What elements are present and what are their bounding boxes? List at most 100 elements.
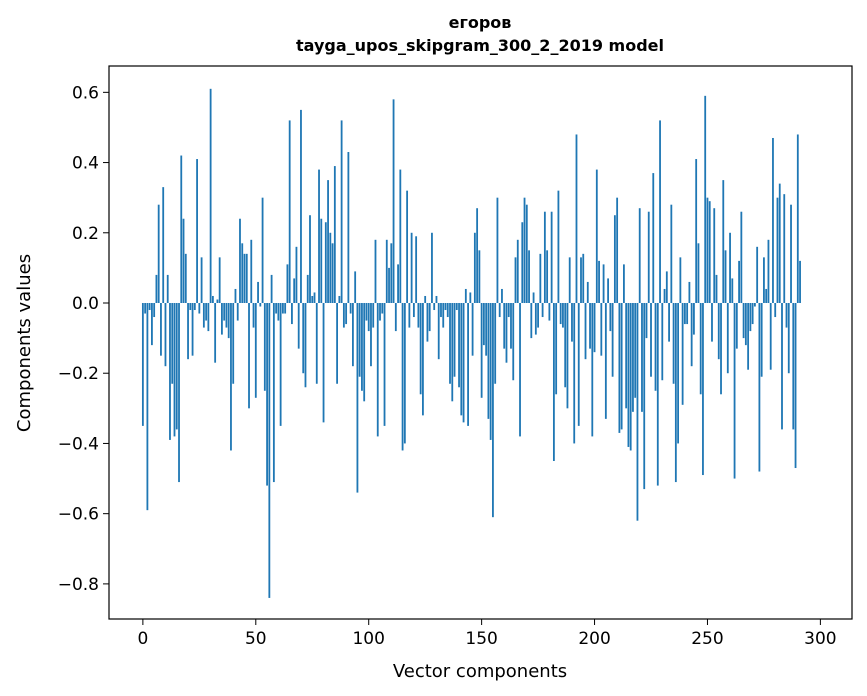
- bar-29: [207, 303, 210, 332]
- bar-133: [442, 303, 445, 328]
- bar-202: [598, 260, 600, 303]
- bar-0: [141, 303, 144, 426]
- bar-2: [146, 303, 149, 511]
- bar-34: [218, 257, 221, 303]
- bar-13: [171, 303, 174, 384]
- bar-224: [647, 211, 650, 303]
- bar-149: [478, 250, 481, 303]
- bar-134: [444, 303, 447, 311]
- bar-10: [164, 303, 167, 367]
- bar-226: [652, 173, 655, 303]
- bar-179: [546, 250, 549, 303]
- bar-51: [257, 281, 259, 303]
- bar-240: [683, 303, 686, 325]
- bar-230: [661, 303, 664, 381]
- bar-60: [277, 303, 280, 321]
- x-tick-label: 250: [691, 629, 723, 649]
- bar-266: [742, 303, 745, 339]
- bar-136: [449, 303, 451, 384]
- bar-131: [437, 303, 440, 360]
- bar-248: [702, 303, 704, 476]
- bar-227: [654, 303, 657, 391]
- bar-183: [555, 303, 558, 395]
- bar-129: [433, 303, 436, 311]
- bar-200: [593, 303, 596, 353]
- bar-27: [202, 303, 205, 328]
- bar-188: [566, 303, 569, 409]
- x-axis-label: Vector components: [393, 661, 567, 682]
- bar-192: [575, 134, 578, 303]
- bar-223: [645, 303, 648, 339]
- bar-148: [476, 208, 479, 303]
- bar-101: [370, 303, 372, 367]
- bar-190: [571, 303, 573, 342]
- y-axis-label: Components values: [14, 254, 35, 432]
- bar-273: [758, 303, 761, 472]
- bar-3: [148, 303, 151, 311]
- bar-147: [473, 232, 476, 303]
- bar-144: [467, 303, 469, 426]
- bar-86: [336, 303, 338, 384]
- bar-257: [722, 180, 725, 303]
- bar-213: [623, 264, 625, 303]
- y-tick-label: 0.6: [72, 83, 99, 103]
- bar-267: [744, 303, 747, 346]
- bar-231: [663, 288, 666, 303]
- bar-75: [311, 295, 314, 303]
- bar-246: [697, 243, 700, 303]
- bar-211: [618, 303, 621, 433]
- bar-104: [376, 303, 379, 437]
- bar-195: [582, 253, 585, 303]
- bar-100: [367, 303, 370, 332]
- bar-269: [749, 303, 752, 332]
- bar-87: [338, 295, 341, 303]
- bar-278: [769, 303, 772, 370]
- bar-272: [756, 246, 759, 303]
- bar-209: [613, 215, 616, 303]
- bar-204: [602, 264, 605, 303]
- bar-218: [634, 303, 637, 398]
- bar-166: [516, 239, 519, 303]
- bar-35: [221, 303, 223, 335]
- bar-72: [304, 303, 307, 388]
- bar-282: [778, 183, 781, 303]
- bar-233: [668, 303, 670, 342]
- bar-145: [469, 292, 472, 303]
- bar-271: [753, 303, 756, 307]
- bar-253: [713, 208, 716, 303]
- bar-287: [790, 204, 792, 303]
- bar-23: [193, 303, 196, 311]
- bar-167: [519, 303, 521, 437]
- bar-41: [234, 288, 237, 303]
- bar-89: [342, 303, 345, 328]
- bar-283: [781, 303, 783, 430]
- bar-132: [440, 303, 442, 318]
- bar-208: [611, 303, 614, 377]
- bar-288: [792, 303, 795, 430]
- bar-80: [322, 303, 325, 423]
- bar-220: [638, 208, 641, 303]
- bar-163: [510, 303, 512, 349]
- bar-9: [162, 187, 165, 303]
- bar-26: [200, 257, 203, 303]
- bar-49: [252, 303, 255, 328]
- bar-156: [494, 303, 497, 384]
- bar-187: [564, 303, 567, 388]
- bar-115: [401, 303, 404, 451]
- bar-184: [557, 190, 560, 303]
- bar-106: [381, 303, 384, 314]
- bar-56: [268, 303, 271, 598]
- bar-137: [451, 303, 454, 402]
- bar-1: [144, 303, 147, 314]
- bar-122: [417, 303, 420, 328]
- bar-277: [767, 239, 770, 303]
- bar-50: [254, 303, 257, 398]
- bar-189: [568, 257, 571, 303]
- bar-175: [537, 303, 539, 328]
- bar-32: [214, 303, 217, 363]
- bar-81: [324, 222, 327, 303]
- chart-title: егоров: [449, 13, 512, 32]
- bar-241: [686, 303, 689, 325]
- bar-173: [532, 292, 535, 303]
